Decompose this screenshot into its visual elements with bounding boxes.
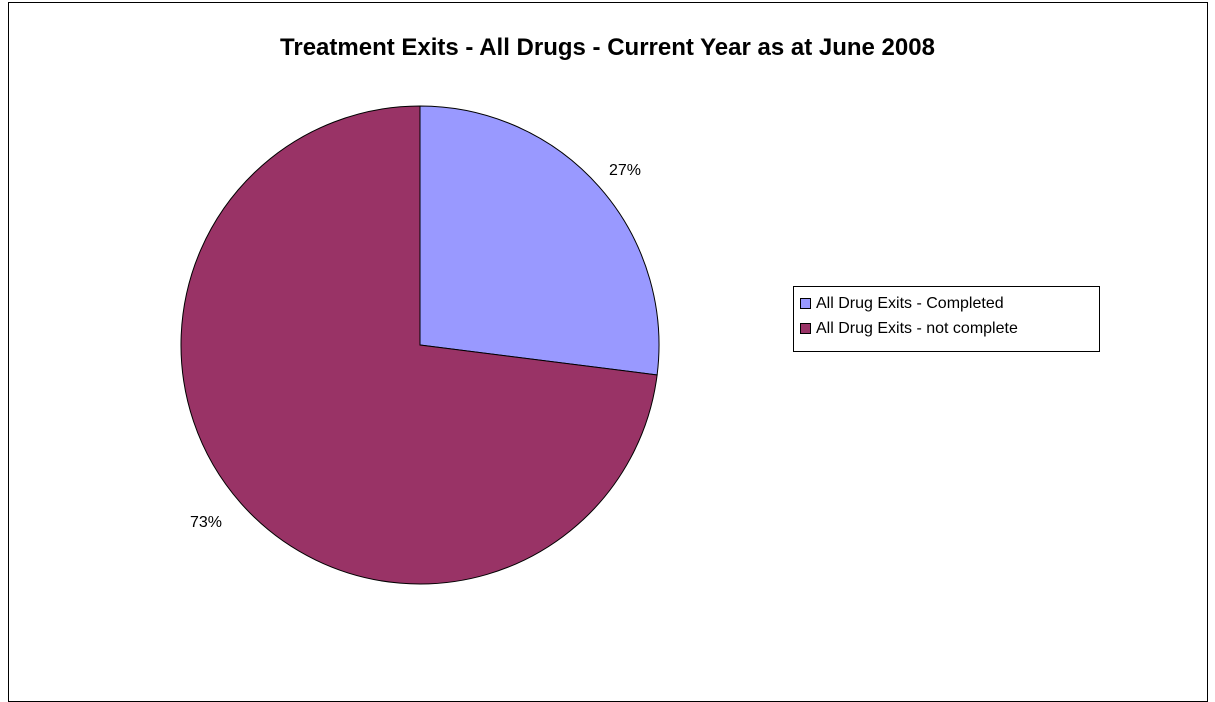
pie-slice-completed (419, 105, 660, 376)
legend-item-not-complete: All Drug Exits - not complete (800, 316, 1099, 341)
legend: All Drug Exits - Completed All Drug Exit… (793, 286, 1100, 352)
chart-title: Treatment Exits - All Drugs - Current Ye… (280, 34, 935, 61)
legend-swatch-completed (800, 298, 811, 309)
pie-slice-not-complete (180, 105, 658, 585)
slice-label-not-complete: 73% (190, 514, 223, 531)
legend-item-completed: All Drug Exits - Completed (800, 291, 1099, 316)
legend-label-not-complete: All Drug Exits - not complete (816, 319, 1018, 337)
slice-label-completed: 27% (609, 162, 642, 179)
legend-swatch-not-complete (800, 323, 811, 334)
legend-label-completed: All Drug Exits - Completed (816, 294, 1004, 312)
